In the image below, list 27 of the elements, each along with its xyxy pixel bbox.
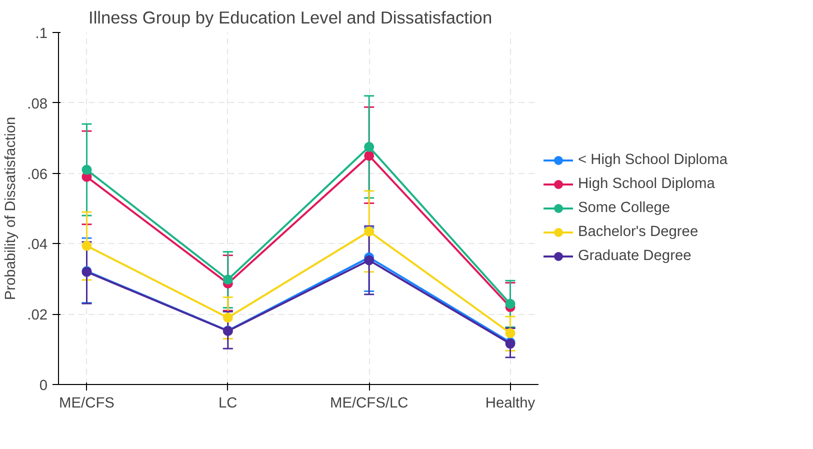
y-tick-label: .02 [27,308,48,324]
x-tick-label: ME/CFS [59,396,115,412]
legend-label: < High School Diploma [578,152,728,168]
point [505,298,516,309]
point [505,328,516,338]
chart-title: Illness Group by Education Level and Dissatisfaction [88,8,492,28]
legend-label: Graduate Degree [578,248,692,264]
point [364,150,374,161]
point [222,312,233,323]
y-axis-title: Probability of Dissatisfaction [3,116,20,300]
y-tick-label: 0 [39,378,48,394]
point [364,255,374,266]
legend-label: Bachelor's Degree [578,224,698,240]
x-tick-label: Healthy [485,396,536,412]
point [364,226,374,236]
point [82,240,92,251]
x-tick-label: LC [218,396,238,412]
point [222,274,233,285]
y-tick-label: .1 [35,26,48,42]
point [364,142,374,152]
y-tick-label: .06 [27,166,48,183]
y-tick-label: .08 [27,96,48,112]
legend-label: High School Diploma [578,176,715,192]
x-tick-label: ME/CFS/LC [330,396,409,412]
y-tick-label: .04 [27,237,48,254]
legend-label: Some College [578,200,670,216]
point [82,164,92,175]
